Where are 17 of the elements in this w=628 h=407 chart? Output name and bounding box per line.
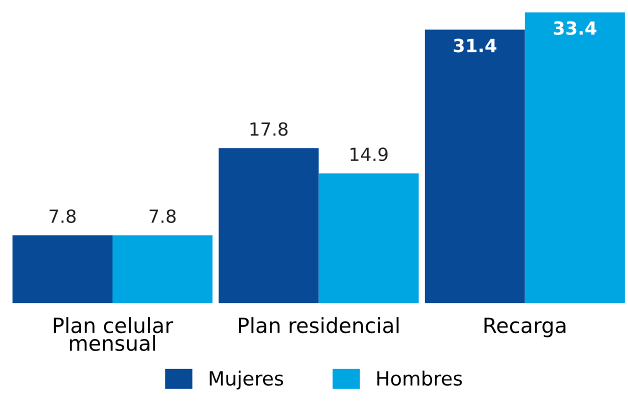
data-label: 33.4 xyxy=(554,21,596,35)
bar xyxy=(218,148,319,304)
x-tick-label: Plan residencial xyxy=(238,317,399,334)
x-tick-label: Plan celular mensual xyxy=(54,317,174,352)
bar xyxy=(318,173,419,304)
data-label: 7.8 xyxy=(50,209,76,224)
data-label: 17.8 xyxy=(250,122,288,136)
data-label: 14.9 xyxy=(350,148,388,162)
bar xyxy=(524,12,625,304)
legend-label: Hombres xyxy=(377,370,462,386)
data-label: 7.8 xyxy=(150,209,176,224)
bar xyxy=(112,235,213,304)
bar xyxy=(12,235,113,304)
x-tick-label: Recarga xyxy=(484,318,566,338)
legend-label: Mujeres xyxy=(210,370,284,390)
bar xyxy=(424,30,525,304)
data-label: 31.4 xyxy=(454,38,496,52)
